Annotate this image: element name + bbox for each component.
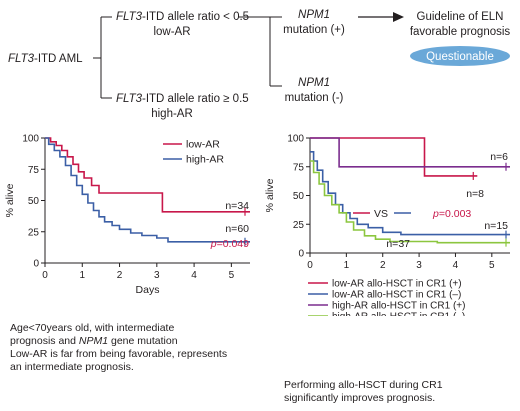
- left-caption-line1: Age<70years old, with intermediate: [10, 322, 175, 334]
- right-n-label: n=8: [466, 188, 484, 200]
- left-caption-gene: NPM1: [78, 335, 109, 347]
- right-series-line-0: [310, 137, 478, 177]
- right-legend-label-3: high-AR allo-HSCT in CR1 (–): [332, 312, 465, 317]
- lower-branch-sub: high-AR: [151, 108, 193, 120]
- right-series-line-2: [310, 137, 510, 168]
- flow-diagram: FLT3-ITD AML FLT3-ITD allele ratio < 0.5…: [8, 9, 511, 120]
- right-p-symbol: p: [432, 208, 439, 220]
- right-x-tick-label: 2: [380, 260, 386, 271]
- left-caption-line3: Low-AR is far from being favorable, repr…: [10, 348, 228, 360]
- arrow-head: [393, 12, 404, 22]
- right-n-label: n=6: [490, 151, 508, 163]
- left-x-tick-label: 3: [154, 270, 160, 281]
- km-chart-left: 0 25 50 75 100 0 1 2 3 4 5 % alive Days low-AR high-AR…: [4, 134, 250, 296]
- guideline-line2: favorable prognosis: [410, 26, 511, 38]
- left-n-label: n=60: [225, 223, 249, 235]
- left-n-label: n=34: [225, 200, 249, 212]
- right-p-value: p=0.003: [432, 208, 471, 220]
- right-y-tick-label: 25: [293, 220, 305, 231]
- right-n-label: n=37: [386, 238, 410, 250]
- left-y-tick-label: 25: [28, 227, 40, 238]
- npm1-pos-label: mutation (+): [283, 24, 345, 36]
- upper-branch-label: FLT3-ITD allele ratio < 0.5: [116, 11, 249, 23]
- right-legend-label-2: high-AR allo-HSCT in CR1 (+): [332, 301, 465, 312]
- right-y-tick-label: 75: [293, 162, 305, 173]
- right-caption-line2: significantly improves prognosis.: [284, 392, 436, 404]
- right-x-tick-label: 5: [489, 260, 495, 271]
- right-series-line-3: [310, 160, 510, 244]
- left-series-line-0: [45, 137, 250, 213]
- right-series-line-1: [310, 151, 510, 236]
- right-y-tick-label: 50: [293, 191, 305, 202]
- left-caption-line2-pre: prognosis and: [10, 335, 79, 347]
- right-x-tick-label: 0: [307, 260, 313, 271]
- left-p-value-number: =0.049: [217, 238, 250, 250]
- right-legend-label-0: low-AR allo-HSCT in CR1 (+): [332, 279, 462, 290]
- left-x-tick-label: 0: [42, 270, 48, 281]
- guideline-line1: Guideline of ELN: [417, 11, 504, 23]
- left-legend-label-0: low-AR: [186, 139, 220, 151]
- left-y-axis-label: % alive: [4, 183, 16, 217]
- left-legend-label-1: high-AR: [186, 154, 224, 166]
- left-y-tick-label: 100: [22, 134, 39, 145]
- right-x-tick-label: 4: [453, 260, 459, 271]
- right-p-value-number: =0.003: [439, 208, 472, 220]
- left-caption-line4: an intermediate prognosis.: [10, 361, 134, 373]
- left-caption: Age<70years old, with intermediate progn…: [10, 322, 250, 374]
- left-series-line-1: [45, 137, 250, 243]
- right-caption-line1: Performing allo-HSCT during CR1: [284, 379, 443, 391]
- lower-branch-label: FLT3-ITD allele ratio ≥ 0.5: [116, 93, 249, 105]
- npm1-pos-gene: NPM1: [298, 9, 330, 21]
- left-y-tick-label: 50: [28, 196, 40, 207]
- right-y-axis-label: % alive: [264, 178, 276, 212]
- km-chart-right: 0 25 50 75 100 0 1 2 3 4 5 % alive n=6 n=8 n=15 n=37 VS p…: [264, 134, 510, 317]
- right-n-label: n=15: [484, 220, 508, 232]
- root-node-label: FLT3-ITD AML: [8, 53, 83, 65]
- npm1-neg-label: mutation (-): [285, 92, 344, 104]
- right-vs-label: VS: [374, 208, 388, 220]
- left-y-tick-label: 0: [33, 259, 39, 270]
- left-caption-line2: prognosis and NPM1 gene mutation: [10, 335, 250, 348]
- left-p-value: p=0.049: [210, 238, 249, 250]
- left-caption-line2-post: gene mutation: [108, 335, 178, 347]
- right-caption: Performing allo-HSCT during CR1 signific…: [284, 379, 514, 405]
- left-p-symbol: p: [210, 238, 217, 250]
- left-x-tick-label: 5: [229, 270, 235, 281]
- right-x-tick-label: 1: [344, 260, 350, 271]
- right-legend-label-1: low-AR allo-HSCT in CR1 (–): [332, 290, 461, 301]
- questionable-badge: [410, 46, 510, 66]
- right-y-tick-label: 0: [298, 249, 304, 260]
- left-x-tick-label: 2: [117, 270, 123, 281]
- npm1-neg-gene: NPM1: [298, 77, 330, 89]
- upper-branch-sub: low-AR: [153, 26, 190, 38]
- left-x-tick-label: 1: [79, 270, 85, 281]
- left-x-axis-label: Days: [136, 284, 160, 296]
- questionable-badge-label: Questionable: [426, 51, 494, 63]
- right-x-tick-label: 3: [416, 260, 422, 271]
- right-y-tick-label: 100: [287, 134, 304, 145]
- left-x-tick-label: 4: [191, 270, 197, 281]
- left-y-tick-label: 75: [28, 165, 40, 176]
